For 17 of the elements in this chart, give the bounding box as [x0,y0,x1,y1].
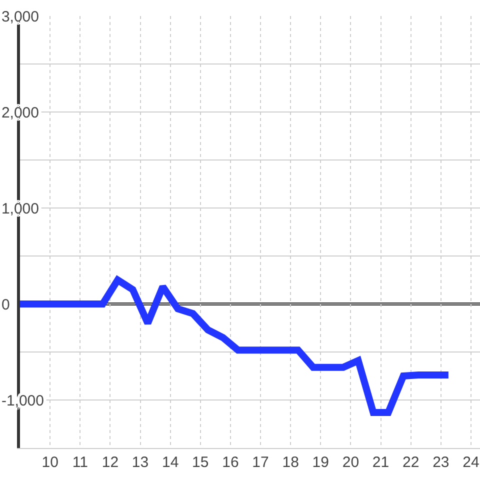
x-tick-label: 15 [192,454,209,471]
x-tick-label: 14 [162,454,179,471]
x-tick-label: 17 [252,454,269,471]
x-tick-label: 10 [42,454,58,471]
x-tick-label: 20 [342,454,360,471]
y-tick-label: 0 [1,296,10,314]
x-tick-label: 22 [402,454,420,471]
x-tick-label: 19 [312,454,329,471]
y-tick-label: 3,000 [1,8,39,26]
x-tick-label: 16 [222,454,239,471]
x-tick-label: 13 [132,454,149,471]
x-tick-label: 18 [282,454,299,471]
x-tick-label: 21 [372,454,390,471]
x-tick-label: 23 [432,454,450,471]
x-tick-label: 24 [462,454,480,471]
x-tick-label: 12 [102,454,119,471]
x-tick-label: 11 [72,454,88,471]
